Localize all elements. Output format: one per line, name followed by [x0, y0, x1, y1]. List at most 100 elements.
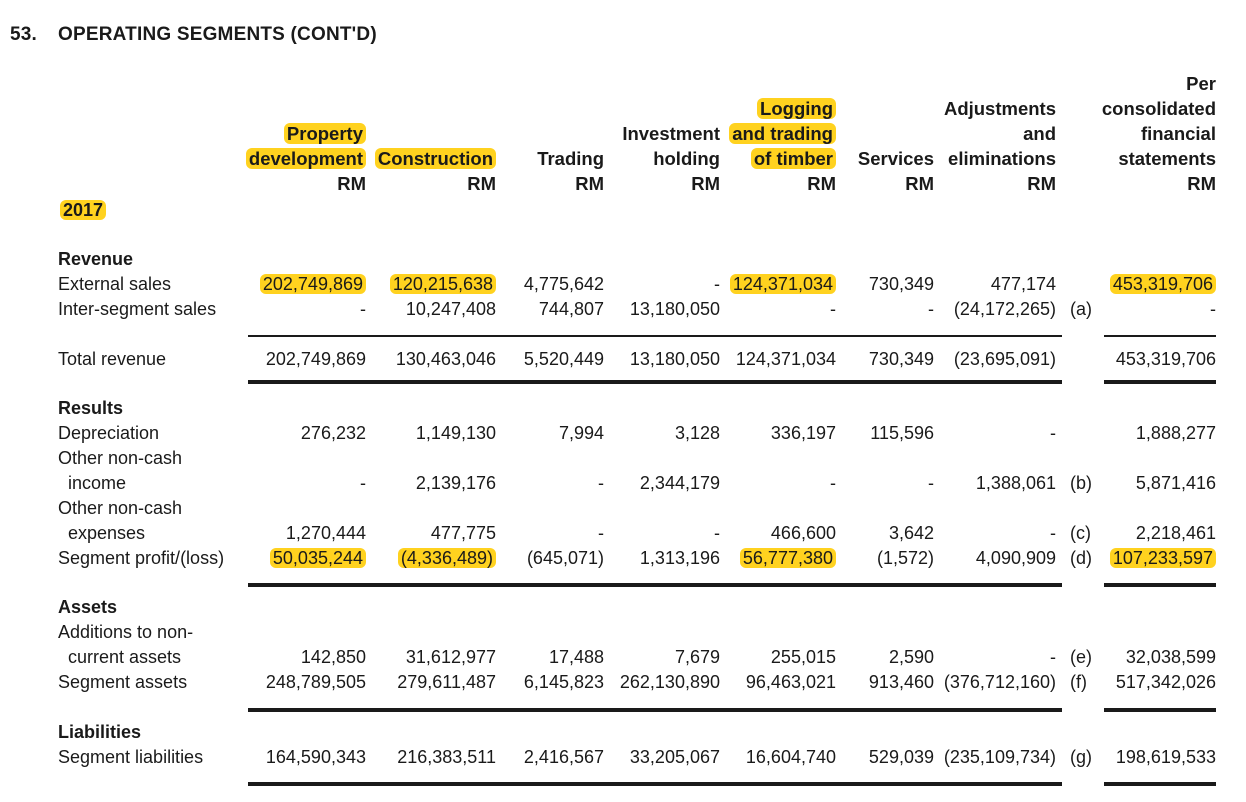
cell-serv: 730,349 [869, 349, 934, 370]
cell-log: 96,463,021 [746, 672, 836, 693]
column-header-text: RM [467, 173, 496, 194]
cell-log: 16,604,740 [746, 747, 836, 768]
cell-value: 56,777,380 [739, 548, 836, 568]
cell-cons_fs: 198,619,533 [1116, 747, 1216, 768]
cell-prop: 202,749,869 [259, 274, 366, 295]
column-header-text: RM [807, 173, 836, 194]
column-header-text: Services [857, 148, 934, 169]
section-underline [248, 708, 1062, 712]
cell-value: - [830, 299, 836, 319]
cell-value: 2,590 [888, 647, 934, 667]
cell-value: 130,463,046 [395, 349, 496, 369]
cell-value: 202,749,869 [265, 349, 366, 369]
cell-value: 3,642 [888, 523, 934, 543]
cell-value: - [1210, 299, 1216, 319]
column-header-text: RM [1027, 173, 1056, 194]
column-header-text: consolidated [1101, 98, 1216, 119]
cell-value: - [714, 274, 720, 294]
column-header-text: Property [283, 123, 366, 144]
column-header-text: Investment [622, 123, 720, 144]
cell-serv: - [928, 299, 934, 320]
cell-prop: 202,749,869 [266, 349, 366, 370]
cell-value: 477,775 [430, 523, 496, 543]
cell-value: 4,775,642 [523, 274, 604, 294]
cell-value: 517,342,026 [1115, 672, 1216, 692]
cell-value: 2,139,176 [415, 473, 496, 493]
cell-value: - [714, 523, 720, 543]
cell-value: 164,590,343 [265, 747, 366, 767]
cell-value: 2,218,461 [1135, 523, 1216, 543]
cell-cons: 120,215,638 [389, 274, 496, 295]
cell-cons_fs: 107,233,597 [1109, 548, 1216, 569]
cell-log: 124,371,034 [736, 349, 836, 370]
section-underline [248, 583, 1062, 587]
table-row: Inter-segment sales - 10,247,408 744,807 13,… [0, 299, 1246, 324]
cell-adj: - [1050, 647, 1056, 668]
cell-value: 262,130,890 [619, 672, 720, 692]
column-header-adj: Adjustments and eliminations RM [944, 96, 1056, 196]
column-header-text: RM [337, 173, 366, 194]
column-header-text: and [1023, 123, 1056, 144]
cell-trad: 17,488 [549, 647, 604, 668]
cell-value: 16,604,740 [745, 747, 836, 767]
section-heading: 53. OPERATING SEGMENTS (CONT'D) [10, 24, 377, 46]
cell-value: 124,371,034 [735, 349, 836, 369]
column-header-line: RM [537, 171, 604, 196]
column-header-line: Services [858, 146, 934, 171]
row-label: Segment profit/(loss) [58, 548, 225, 568]
cell-serv: 2,590 [889, 647, 934, 668]
cell-value: (376,712,160) [943, 672, 1056, 692]
cell-adj: 1,388,061 [976, 473, 1056, 494]
column-header-line: statements [1102, 146, 1216, 171]
year-text: 2017 [60, 200, 107, 220]
cell-prop: 142,850 [301, 647, 366, 668]
cell-value: 248,789,505 [265, 672, 366, 692]
column-header-text: Construction [374, 148, 496, 169]
cell-cons_fs: 517,342,026 [1116, 672, 1216, 693]
column-header-text: eliminations [948, 148, 1056, 169]
column-header-line: Adjustments [944, 96, 1056, 121]
row-label: expenses [68, 523, 146, 543]
cell-value: 730,349 [868, 274, 934, 294]
note-reference: (g) [1070, 747, 1092, 767]
cell-log: 255,015 [771, 647, 836, 668]
section-row: Results [0, 398, 1246, 423]
section-underline [1104, 782, 1216, 786]
cell-cons_fs: 453,319,706 [1109, 274, 1216, 295]
cell-value: 477,174 [990, 274, 1056, 294]
cell-value: 529,039 [868, 747, 934, 767]
cell-cons: 1,149,130 [416, 423, 496, 444]
cell-cons_fs: 2,218,461 [1136, 523, 1216, 544]
cell-value: - [928, 299, 934, 319]
cell-value: (235,109,734) [943, 747, 1056, 767]
cell-adj: 477,174 [991, 274, 1056, 295]
cell-trad: 2,416,567 [524, 747, 604, 768]
cell-serv: (1,572) [877, 548, 934, 569]
column-header-line: Investment [622, 121, 720, 146]
cell-value: 336,197 [770, 423, 836, 443]
row-label: Segment assets [58, 672, 188, 692]
table-row: Segment profit/(loss) 50,035,244 (4,336,48… [0, 548, 1246, 573]
cell-value: 3,128 [674, 423, 720, 443]
cell-value: 216,383,511 [397, 747, 496, 767]
cell-cons_fs: 5,871,416 [1136, 473, 1216, 494]
column-header-line: and trading [729, 121, 836, 146]
cell-value: 913,460 [868, 672, 934, 692]
row-label: Revenue [58, 249, 134, 269]
section-row: Additions to non- [0, 622, 1246, 647]
cell-value: - [598, 473, 604, 493]
column-header-text: and trading [729, 123, 836, 144]
row-label: income [68, 473, 127, 493]
note-reference: (f) [1070, 672, 1087, 692]
cell-value: 255,015 [770, 647, 836, 667]
row-label: Assets [58, 597, 118, 617]
cell-value: 6,145,823 [523, 672, 604, 692]
cell-value: 31,612,977 [405, 647, 496, 667]
column-header-text: Per [1186, 73, 1216, 94]
cell-inv: - [714, 523, 720, 544]
cell-value: 1,888,277 [1135, 423, 1216, 443]
column-header-line: RM [1102, 171, 1216, 196]
section-title: OPERATING SEGMENTS (CONT'D) [58, 24, 377, 45]
note-reference: (c) [1070, 523, 1091, 543]
cell-inv: 7,679 [675, 647, 720, 668]
